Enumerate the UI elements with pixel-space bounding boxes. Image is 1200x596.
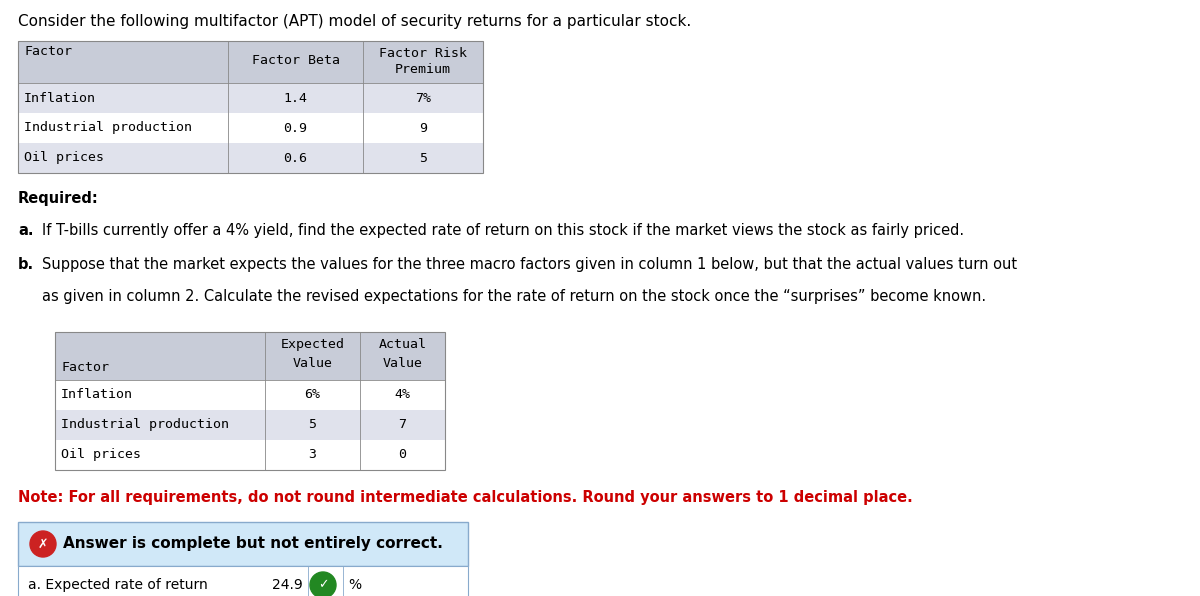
Circle shape (30, 531, 56, 557)
Text: ✗: ✗ (37, 538, 48, 551)
Text: 0.6: 0.6 (283, 151, 307, 164)
FancyBboxPatch shape (18, 41, 482, 83)
Text: Factor: Factor (24, 45, 72, 58)
FancyBboxPatch shape (55, 332, 445, 380)
Text: 3: 3 (308, 449, 317, 461)
Text: Oil prices: Oil prices (24, 151, 104, 164)
Text: a. Expected rate of return: a. Expected rate of return (28, 578, 208, 592)
Text: 5: 5 (419, 151, 427, 164)
Text: 4%: 4% (395, 389, 410, 402)
FancyBboxPatch shape (55, 380, 445, 410)
Text: Consider the following multifactor (APT) model of security returns for a particu: Consider the following multifactor (APT)… (18, 14, 691, 29)
FancyBboxPatch shape (18, 83, 482, 113)
Text: Required:: Required: (18, 191, 98, 206)
Text: If T-bills currently offer a 4% yield, find the expected rate of return on this : If T-bills currently offer a 4% yield, f… (42, 223, 964, 238)
Text: Industrial production: Industrial production (61, 418, 229, 432)
Text: ✓: ✓ (318, 579, 329, 591)
Text: 7%: 7% (415, 92, 431, 104)
Text: Answer is complete but not entirely correct.: Answer is complete but not entirely corr… (64, 536, 443, 551)
Text: 0.9: 0.9 (283, 122, 307, 135)
FancyBboxPatch shape (18, 522, 468, 566)
Text: Value: Value (383, 357, 422, 370)
Text: %: % (348, 578, 361, 592)
Circle shape (310, 572, 336, 596)
Text: Factor Risk: Factor Risk (379, 47, 467, 60)
Text: Note: For all requirements, do not round intermediate calculations. Round your a: Note: For all requirements, do not round… (18, 490, 913, 505)
Text: 9: 9 (419, 122, 427, 135)
Text: Actual: Actual (378, 338, 426, 351)
Text: Value: Value (293, 357, 332, 370)
Text: 24.9: 24.9 (272, 578, 302, 592)
FancyBboxPatch shape (18, 113, 482, 143)
Text: Premium: Premium (395, 63, 451, 76)
Text: Industrial production: Industrial production (24, 122, 192, 135)
FancyBboxPatch shape (55, 440, 445, 470)
Text: Oil prices: Oil prices (61, 449, 142, 461)
Text: Inflation: Inflation (61, 389, 133, 402)
Text: Factor: Factor (61, 361, 109, 374)
Text: Suppose that the market expects the values for the three macro factors given in : Suppose that the market expects the valu… (42, 257, 1018, 272)
Text: Expected: Expected (281, 338, 344, 351)
Text: 7: 7 (398, 418, 407, 432)
FancyBboxPatch shape (55, 410, 445, 440)
Text: as given in column 2. Calculate the revised expectations for the rate of return : as given in column 2. Calculate the revi… (42, 289, 986, 304)
Text: a.: a. (18, 223, 34, 238)
Text: 1.4: 1.4 (283, 92, 307, 104)
FancyBboxPatch shape (18, 566, 468, 596)
Text: Factor Beta: Factor Beta (252, 54, 340, 67)
Text: 0: 0 (398, 449, 407, 461)
FancyBboxPatch shape (18, 143, 482, 173)
Text: b.: b. (18, 257, 34, 272)
Text: Inflation: Inflation (24, 92, 96, 104)
Text: 6%: 6% (305, 389, 320, 402)
Text: 5: 5 (308, 418, 317, 432)
